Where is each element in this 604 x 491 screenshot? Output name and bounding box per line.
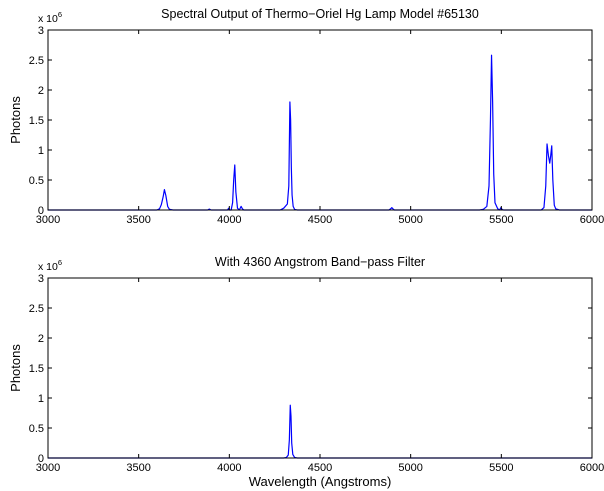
- y-tick-label: 3: [38, 273, 44, 285]
- y-tick-label: 1: [38, 145, 44, 157]
- y-tick-label: 0: [38, 453, 44, 465]
- chart-panel-2: 3000 3500 4000 4500 5000 5500 6000 0 0.5 1 1.5 2 2.5…: [8, 255, 604, 489]
- x-tick-label: 5500: [489, 214, 513, 226]
- y-tick-label: 2: [38, 333, 44, 345]
- y-multiplier: x 106: [38, 10, 62, 25]
- series-line-1: [48, 404, 592, 459]
- x-tick-label: 4000: [217, 462, 241, 474]
- x-tick-label: 3500: [126, 462, 150, 474]
- y-multiplier: x 106: [38, 258, 62, 273]
- chart-title: Spectral Output of Thermo−Oriel Hg Lamp …: [161, 7, 479, 21]
- x-tick-label: 6000: [580, 214, 604, 226]
- y-tick-label: 3: [38, 25, 44, 37]
- y-tick-label: 1: [38, 393, 44, 405]
- chart-panel-1: 3000 3500 4000 4500 5000 5500 6000 0 0.5 1 1.5 2 2.5…: [8, 7, 604, 226]
- y-tick-label: 0.5: [29, 175, 44, 187]
- y-tick-label: 0: [38, 205, 44, 217]
- x-tick-label: 3500: [126, 214, 150, 226]
- x-tick-label: 3000: [36, 462, 60, 474]
- x-axis-label: Wavelength (Angstroms): [249, 474, 392, 489]
- plot-frame: [47, 277, 593, 459]
- x-tick-label: 6000: [580, 462, 604, 474]
- y-tick-label: 2: [38, 85, 44, 97]
- y-axis-label: Photons: [8, 344, 23, 392]
- x-tick-label: 4500: [308, 462, 332, 474]
- x-tick-label: 3000: [36, 214, 60, 226]
- x-tick-label: 5500: [489, 462, 513, 474]
- y-multiplier-exponent: 6: [58, 258, 62, 267]
- y-tick-label: 1.5: [29, 363, 44, 375]
- x-tick-label: 4000: [217, 214, 241, 226]
- plot-frame: [47, 29, 593, 211]
- y-tick-label: 2.5: [29, 55, 44, 67]
- series-line-1: [48, 54, 592, 211]
- y-multiplier-exponent: 6: [58, 10, 62, 19]
- y-tick-label: 1.5: [29, 115, 44, 127]
- y-tick-label: 0.5: [29, 423, 44, 435]
- x-tick-label: 5000: [398, 462, 422, 474]
- x-tick-label: 5000: [398, 214, 422, 226]
- chart-title: With 4360 Angstrom Band−pass Filter: [215, 255, 425, 269]
- y-tick-label: 2.5: [29, 303, 44, 315]
- x-tick-label: 4500: [308, 214, 332, 226]
- y-axis-label: Photons: [8, 96, 23, 144]
